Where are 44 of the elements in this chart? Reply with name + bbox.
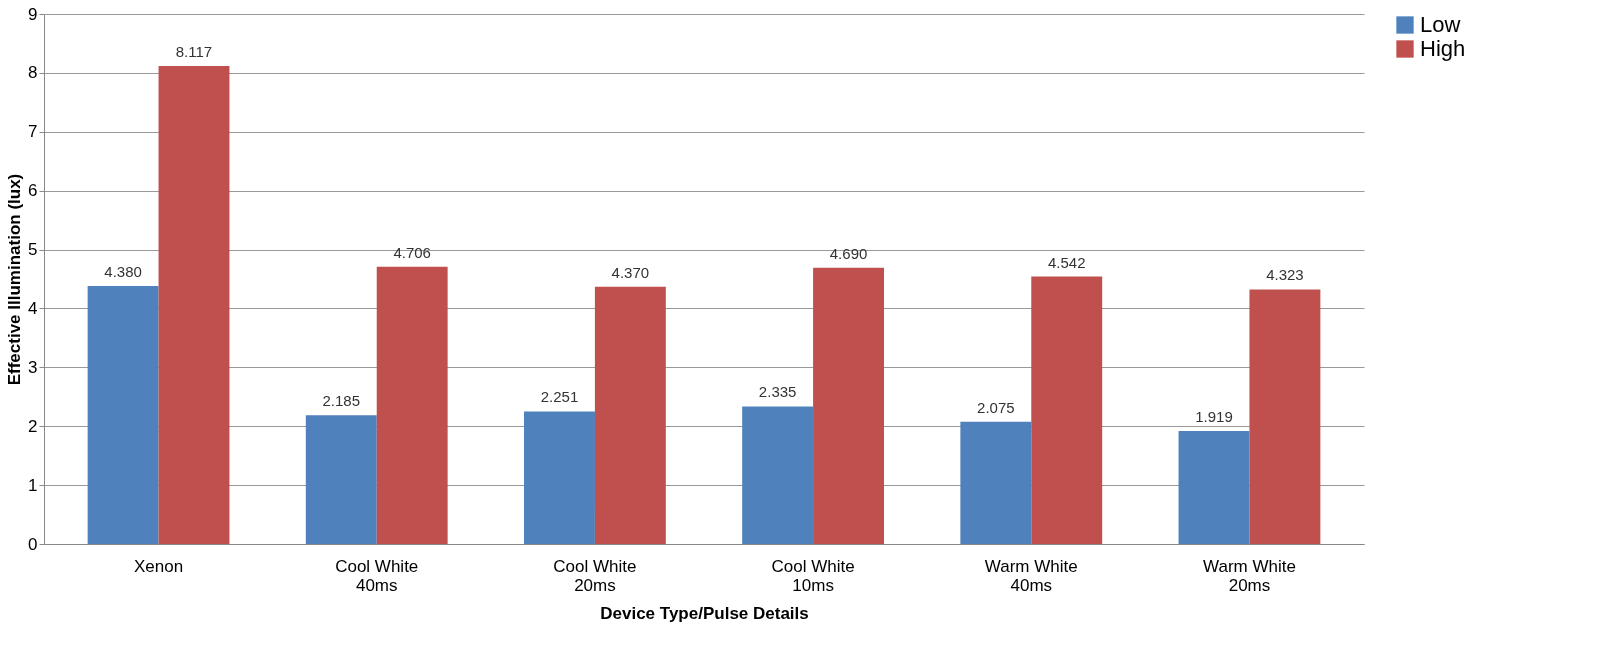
bar [376, 266, 448, 544]
x-tick-label: Cool White 20ms [553, 556, 637, 595]
y-tick-label: 9 [28, 4, 38, 24]
y-tick-label: 5 [28, 240, 38, 260]
bar [594, 286, 666, 544]
bar [305, 415, 377, 544]
data-label: 1.919 [1195, 407, 1233, 425]
y-tick-label: 8 [28, 63, 38, 83]
x-tick-label: Cool White 10ms [771, 556, 855, 595]
x-tick-label: Warm White 20ms [1203, 556, 1296, 595]
bar [813, 267, 884, 544]
data-label: 2.251 [540, 388, 579, 406]
bar [742, 406, 814, 544]
data-label: 4.690 [829, 244, 868, 262]
y-tick-label: 7 [28, 122, 38, 142]
data-label: 2.335 [758, 383, 797, 401]
bar [960, 421, 1032, 544]
y-tick-label: 4 [28, 298, 38, 318]
bar [158, 66, 230, 544]
data-label: 2.075 [977, 398, 1015, 416]
legend-label: Low [1420, 12, 1461, 37]
bar [524, 411, 595, 544]
y-tick-label: 6 [28, 181, 38, 201]
x-tick-label: Cool White 40ms [335, 556, 419, 595]
data-label: 8.117 [175, 43, 213, 60]
bar [1031, 276, 1103, 544]
data-label: 2.185 [322, 392, 361, 410]
bar [1249, 289, 1321, 544]
x-axis-title: Device Type/Pulse Details [600, 603, 809, 623]
y-tick-label: 3 [28, 357, 38, 377]
data-label: 4.323 [1266, 266, 1304, 284]
bar [87, 286, 159, 544]
legend-label: High [1420, 36, 1466, 61]
bar [1178, 430, 1250, 544]
data-label: 4.370 [611, 263, 650, 281]
y-tick-label: 1 [28, 475, 38, 495]
data-label: 4.542 [1047, 253, 1086, 271]
x-tick-label: Warm White 40ms [984, 556, 1078, 595]
x-tick-label: Xenon [133, 556, 184, 576]
data-label: 4.706 [393, 243, 431, 261]
data-label: 4.380 [104, 263, 142, 281]
y-tick-label: 2 [28, 416, 38, 436]
y-axis-title: Effective Illumination (lux) [5, 173, 25, 386]
y-tick-label: 0 [28, 534, 38, 554]
